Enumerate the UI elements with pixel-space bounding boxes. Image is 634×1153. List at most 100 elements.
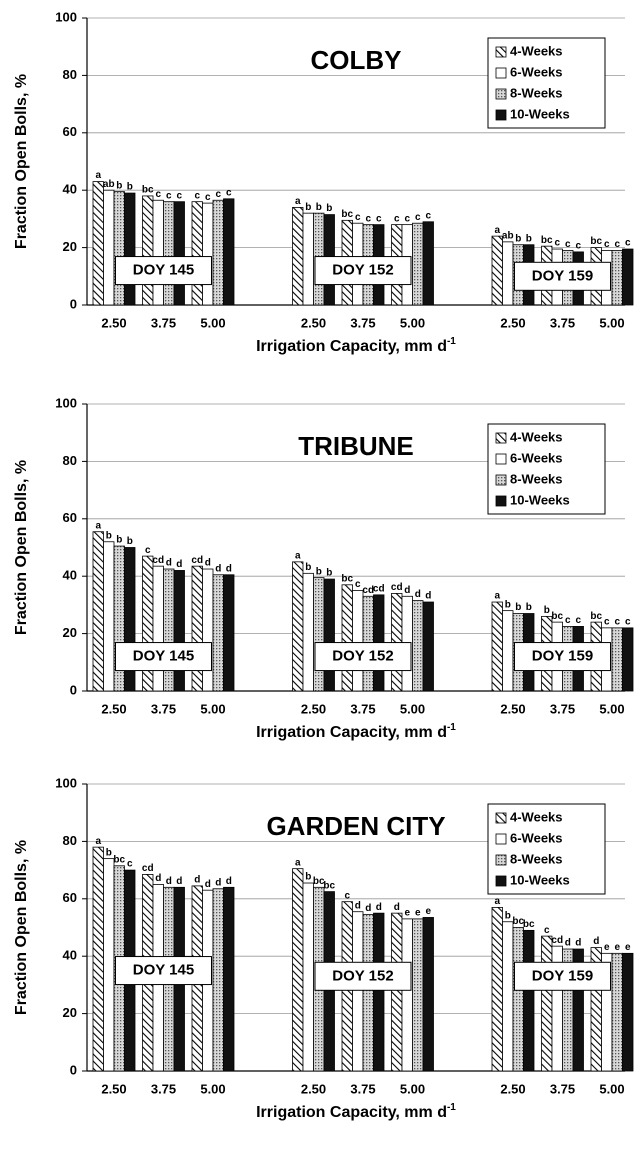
y-tick-label: 40 [63, 182, 77, 197]
legend-label: 8-Weeks [510, 851, 563, 866]
x-tick-label: 5.00 [400, 315, 425, 330]
bar [223, 886, 235, 1072]
letter-label: bc [551, 611, 563, 622]
letter-label: d [226, 876, 232, 887]
legend-swatch [495, 88, 507, 100]
bar [103, 541, 115, 692]
letter-label: c [565, 239, 571, 250]
letter-label: d [365, 903, 371, 914]
x-tick-label: 3.75 [151, 315, 176, 330]
letter-label: c [604, 617, 610, 628]
group-box [314, 961, 412, 991]
group-box [514, 961, 611, 991]
letter-label: cd [391, 582, 403, 593]
letter-label: a [95, 836, 101, 847]
x-tick-label: 5.00 [200, 315, 225, 330]
letter-label: c [604, 239, 610, 250]
bar [611, 952, 623, 1072]
letter-label: c [194, 190, 200, 201]
bar [502, 241, 514, 306]
letter-label: b [515, 602, 521, 613]
legend-label: 10-Weeks [510, 872, 570, 887]
letter-label: c [614, 617, 620, 628]
letter-label: d [194, 875, 200, 886]
x-tick-label: 5.00 [200, 701, 225, 716]
letter-label: c [376, 213, 382, 224]
letter-label: c [554, 238, 560, 249]
legend-swatch [495, 833, 507, 845]
letter-label: a [95, 520, 101, 531]
bar [212, 199, 224, 306]
bar [622, 952, 634, 1072]
bar [163, 201, 175, 306]
letter-label: b [116, 535, 122, 546]
y-tick-label: 100 [55, 775, 77, 790]
bar [622, 627, 634, 692]
x-tick-label: 3.75 [550, 1081, 575, 1096]
x-tick-label: 3.75 [151, 701, 176, 716]
group-box [314, 256, 412, 286]
letter-label: d [425, 591, 431, 602]
bar [142, 195, 154, 306]
letter-label: c [544, 925, 550, 936]
bar [292, 561, 304, 692]
group-label: DOY 159 [532, 648, 593, 665]
x-axis-label-sup: -1 [447, 336, 456, 347]
letter-label: c [355, 579, 361, 590]
y-tick-label: 0 [70, 1062, 77, 1077]
x-tick-label: 3.75 [550, 315, 575, 330]
bar [152, 199, 164, 306]
letter-label: e [614, 942, 620, 953]
bar [152, 565, 164, 692]
bar [302, 572, 314, 692]
bar [92, 846, 104, 1072]
bar [292, 207, 304, 306]
legend-label: 6-Weeks [510, 64, 563, 79]
legend-box [487, 37, 606, 129]
bar [92, 531, 104, 692]
legend-box [487, 423, 606, 515]
letter-label: b [305, 562, 311, 573]
legend-label: 4-Weeks [510, 43, 563, 58]
letter-label: c [205, 192, 211, 203]
group-label: DOY 152 [332, 262, 393, 279]
legend-swatch [495, 495, 507, 507]
bar [202, 202, 214, 306]
legend-label: 4-Weeks [510, 809, 563, 824]
letter-label: a [295, 196, 301, 207]
x-tick-label: 2.50 [301, 701, 326, 716]
legend-swatch [495, 875, 507, 887]
letter-label: d [205, 558, 211, 569]
letter-label: d [404, 585, 410, 596]
letter-label: d [394, 902, 400, 913]
bar [103, 858, 115, 1072]
letter-label: bc [341, 573, 353, 584]
bar [103, 189, 115, 306]
y-tick-label: 60 [63, 510, 77, 525]
letter-label: d [215, 877, 221, 888]
letter-label: b [526, 602, 532, 613]
bar [124, 547, 136, 692]
bar [212, 574, 224, 692]
bar [313, 577, 325, 692]
x-tick-label: 3.75 [350, 1081, 375, 1096]
letter-label: d [415, 589, 421, 600]
letter-label: c [355, 212, 361, 223]
letter-label: b [505, 599, 511, 610]
letter-label: cd [551, 935, 563, 946]
letter-label: c [614, 239, 620, 250]
bar [422, 601, 434, 692]
letter-label: b [505, 910, 511, 921]
letter-label: c [176, 190, 182, 201]
bar [202, 568, 214, 692]
letter-label: d [166, 558, 172, 569]
letter-label: c [365, 213, 371, 224]
legend-label: 8-Weeks [510, 471, 563, 486]
letter-label: b [127, 536, 133, 547]
y-tick-label: 60 [63, 890, 77, 905]
y-tick-label: 80 [63, 67, 77, 82]
bar [173, 201, 185, 306]
bar [191, 565, 203, 692]
group-label: DOY 159 [532, 967, 593, 984]
bar [491, 907, 503, 1072]
